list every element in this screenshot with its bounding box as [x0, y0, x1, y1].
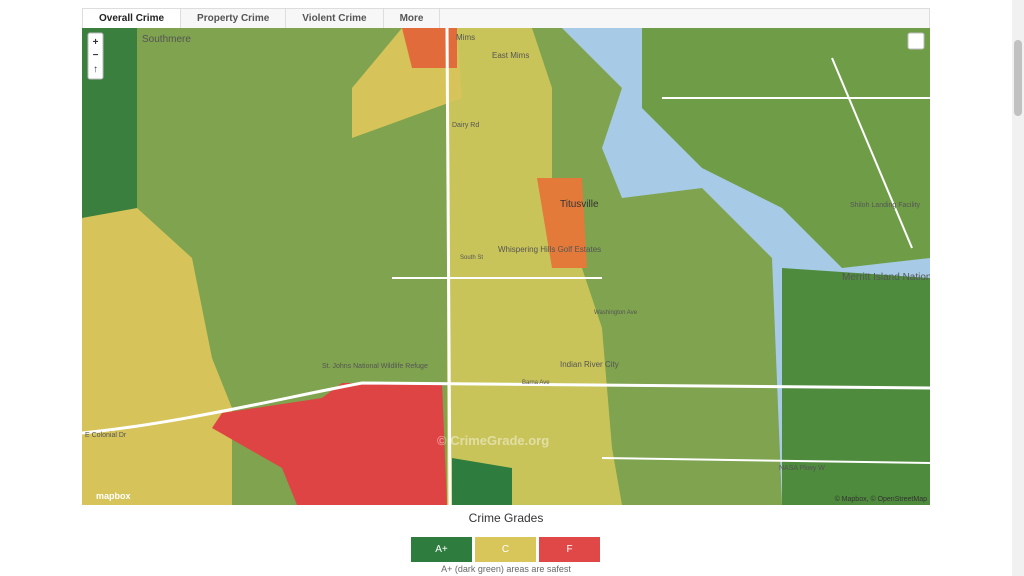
- scrollbar-thumb[interactable]: [1014, 40, 1022, 116]
- map-logo: mapbox: [96, 491, 131, 501]
- map-label: Shiloh Landing Facility: [850, 202, 921, 209]
- map-label: Whispering Hills Golf Estates: [498, 245, 601, 254]
- map-label: NASA Pkwy W: [779, 465, 825, 472]
- legend-note: A+ (dark green) areas are safest: [441, 564, 571, 574]
- zoom-controls: [87, 32, 104, 80]
- map-label: Merritt Island National Wildlife Refuge: [842, 272, 930, 283]
- grade-label: A+: [435, 544, 448, 555]
- map-attribution: © Mapbox, © OpenStreetMap: [835, 495, 928, 503]
- map-label: Southmere: [142, 34, 191, 45]
- map-label: E Colonial Dr: [85, 432, 127, 439]
- zoom-control[interactable]: ↑: [93, 64, 98, 75]
- grade-label: F: [566, 544, 573, 555]
- grade-box: C: [475, 537, 536, 562]
- scrollbar[interactable]: [1012, 0, 1024, 576]
- tab[interactable]: More: [384, 9, 441, 28]
- legend-grades: A+ C F: [411, 537, 600, 562]
- tab-bar: Overall Crime Property Crime Violent Crime…: [82, 8, 930, 28]
- zoom-control[interactable]: −: [93, 50, 99, 61]
- map-label: St. Johns National Wildlife Refuge: [322, 363, 428, 370]
- map-label: South St: [460, 255, 483, 261]
- map-label: East Mims: [492, 51, 529, 60]
- map-label: Dairy Rd: [452, 122, 479, 129]
- map-label: Barna Ave: [522, 380, 550, 386]
- grade-box: F: [539, 537, 600, 562]
- map-label: Mims: [456, 33, 475, 42]
- tab[interactable]: Overall Crime: [83, 9, 182, 28]
- map[interactable]: Southmere Mims East Mims Dairy Rd Titusville…: [82, 28, 930, 505]
- zoom-control[interactable]: +: [93, 37, 99, 48]
- legend-title: Crime Grades: [468, 511, 544, 525]
- tab[interactable]: Violent Crime: [286, 9, 384, 28]
- map-label: Indian River City: [560, 360, 619, 369]
- grade-box: A+: [411, 537, 472, 562]
- map-label: Titusville: [560, 199, 599, 210]
- fullscreen-button[interactable]: [907, 32, 925, 50]
- tab[interactable]: Property Crime: [181, 9, 287, 28]
- map-label: Washington Ave: [594, 310, 638, 316]
- grade-label: C: [501, 544, 510, 555]
- map-label: © CrimeGrade.org: [437, 433, 549, 448]
